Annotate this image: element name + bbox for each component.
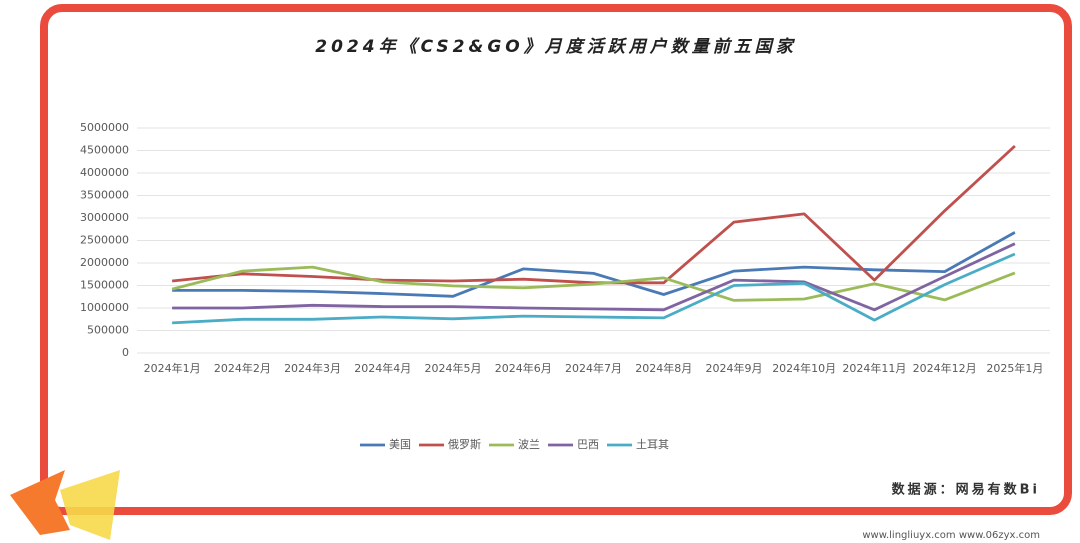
x-tick-label: 2024年7月 [565, 361, 622, 375]
x-tick-label: 2024年11月 [842, 361, 906, 375]
y-tick-label: 500000 [87, 324, 129, 337]
series-line [171, 265, 1016, 302]
legend-label: 波兰 [518, 438, 540, 451]
x-tick-label: 2025年1月 [986, 361, 1043, 375]
x-tick-label: 2024年10月 [772, 361, 836, 375]
y-tick-label: 0 [122, 346, 129, 359]
legend-label: 美国 [389, 438, 411, 451]
chart-title: 2024年《CS2&GO》月度活跃用户数量前五国家 [315, 37, 797, 57]
legend-label: 巴西 [577, 438, 599, 451]
y-tick-label: 3500000 [80, 189, 129, 202]
decoration [60, 470, 120, 540]
legend-label: 土耳其 [636, 438, 669, 451]
y-tick-label: 2000000 [80, 256, 129, 269]
x-tick-label: 2024年6月 [495, 361, 552, 375]
series-line [172, 242, 1016, 312]
legend-label: 俄罗斯 [448, 438, 481, 451]
series-line [172, 252, 1016, 325]
x-tick-label: 2024年8月 [635, 361, 692, 375]
y-tick-label: 1500000 [80, 279, 129, 292]
y-tick-label: 3000000 [80, 211, 129, 224]
y-tick-label: 4500000 [80, 144, 129, 157]
x-tick-label: 2024年2月 [214, 361, 271, 375]
x-tick-label: 2024年1月 [144, 361, 201, 375]
y-tick-label: 5000000 [80, 121, 129, 134]
x-tick-label: 2024年5月 [425, 361, 482, 375]
source: 数据源：网易有数Bi [892, 482, 1040, 498]
series-line [171, 144, 1016, 285]
x-tick-label: 2024年4月 [354, 361, 411, 375]
x-tick-label: 2024年12月 [913, 361, 977, 375]
y-tick-label: 1000000 [80, 301, 129, 314]
y-tick-label: 2500000 [80, 234, 129, 247]
y-tick-label: 4000000 [80, 166, 129, 179]
frame [40, 4, 1072, 515]
decoration [10, 470, 70, 535]
series-line [172, 231, 1016, 298]
x-tick-label: 2024年3月 [284, 361, 341, 375]
x-tick-label: 2024年9月 [705, 361, 762, 375]
watermark: www.lingliuyx.com www.06zyx.com [862, 530, 1040, 541]
